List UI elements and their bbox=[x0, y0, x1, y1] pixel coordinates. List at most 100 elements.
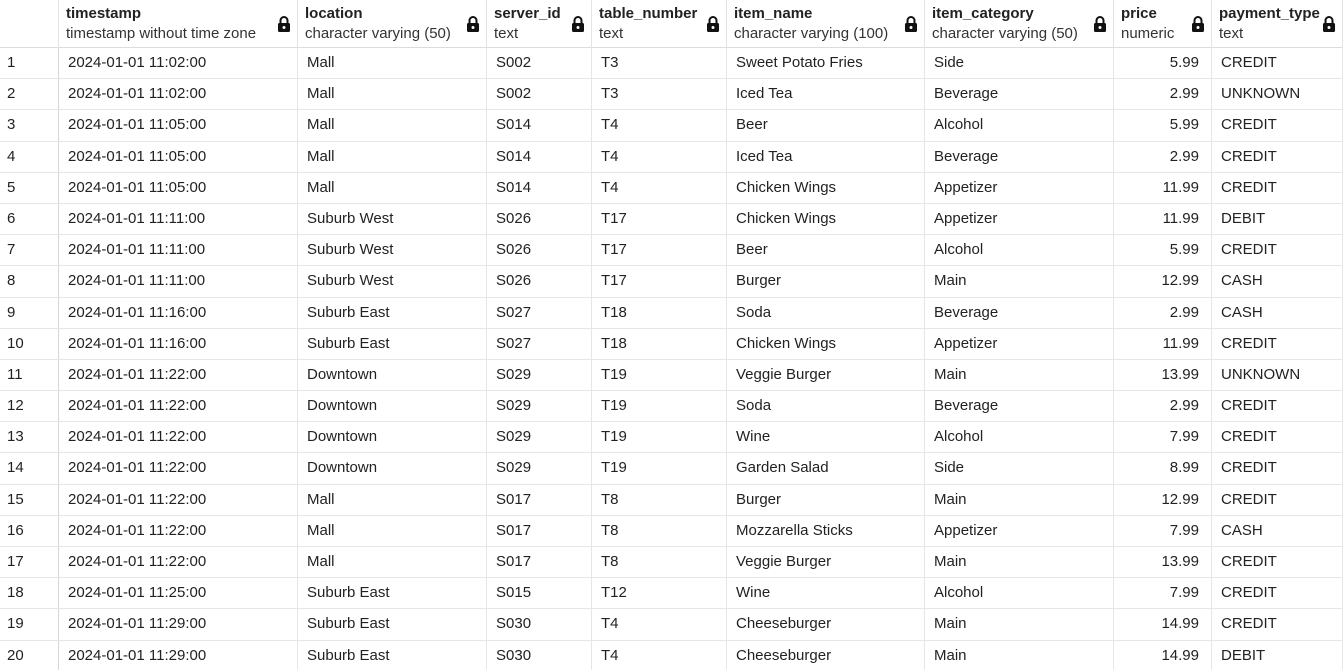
row-number-cell[interactable]: 12 bbox=[0, 391, 59, 422]
timestamp-cell[interactable]: 2024-01-01 11:02:00 bbox=[59, 79, 298, 110]
item-name-cell[interactable]: Sweet Potato Fries bbox=[727, 48, 925, 79]
location-cell[interactable]: Mall bbox=[298, 110, 487, 141]
timestamp-cell[interactable]: 2024-01-01 11:05:00 bbox=[59, 141, 298, 172]
table-row[interactable]: 12 2024-01-01 11:22:00 Downtown S029 T19 Soda… bbox=[0, 391, 1343, 423]
row-number-cell[interactable]: 1 bbox=[0, 48, 59, 79]
server-id-cell[interactable]: S014 bbox=[487, 172, 592, 203]
location-cell[interactable]: Downtown bbox=[298, 391, 487, 422]
table-row[interactable]: 1 2024-01-01 11:02:00 Mall S002 T3 Sweet Pota… bbox=[0, 48, 1343, 80]
table-row[interactable]: 5 2024-01-01 11:05:00 Mall S014 T4 Chicken Wi… bbox=[0, 172, 1343, 204]
table-row[interactable]: 9 2024-01-01 11:16:00 Suburb East S027 T18 So… bbox=[0, 297, 1343, 329]
server-id-cell[interactable]: S026 bbox=[487, 266, 592, 297]
table-number-cell[interactable]: T19 bbox=[592, 453, 727, 484]
timestamp-cell[interactable]: 2024-01-01 11:22:00 bbox=[59, 484, 298, 515]
location-cell[interactable]: Downtown bbox=[298, 453, 487, 484]
timestamp-cell[interactable]: 2024-01-01 11:22:00 bbox=[59, 453, 298, 484]
payment-type-cell[interactable]: CREDIT bbox=[1212, 547, 1343, 578]
server-id-cell[interactable]: S015 bbox=[487, 578, 592, 609]
payment-type-cell[interactable]: CREDIT bbox=[1212, 48, 1343, 79]
table-number-cell[interactable]: T12 bbox=[592, 578, 727, 609]
server-id-cell[interactable]: S017 bbox=[487, 484, 592, 515]
server-id-cell[interactable]: S026 bbox=[487, 203, 592, 235]
row-number-cell[interactable]: 8 bbox=[0, 266, 59, 297]
server-id-cell[interactable]: S029 bbox=[487, 359, 592, 391]
table-row[interactable]: 13 2024-01-01 11:22:00 Downtown S029 T19 Wine… bbox=[0, 422, 1343, 454]
row-number-cell[interactable]: 7 bbox=[0, 235, 59, 266]
item-name-cell[interactable]: Iced Tea bbox=[727, 79, 925, 110]
timestamp-cell[interactable]: 2024-01-01 11:22:00 bbox=[59, 422, 298, 453]
row-number-cell[interactable]: 10 bbox=[0, 328, 59, 359]
price-cell[interactable]: 12.99 bbox=[1114, 484, 1212, 515]
payment-type-cell[interactable]: CREDIT bbox=[1212, 609, 1343, 640]
item-name-cell[interactable]: Chicken Wings bbox=[727, 203, 925, 235]
server-id-cell[interactable]: S029 bbox=[487, 391, 592, 422]
table-number-cell[interactable]: T19 bbox=[592, 391, 727, 422]
row-number-cell[interactable]: 14 bbox=[0, 453, 59, 484]
price-cell[interactable]: 7.99 bbox=[1114, 422, 1212, 453]
timestamp-cell[interactable]: 2024-01-01 11:22:00 bbox=[59, 547, 298, 578]
table-number-cell[interactable]: T17 bbox=[592, 235, 727, 266]
column-header-payment-type[interactable]: payment_type text bbox=[1212, 0, 1343, 48]
location-cell[interactable]: Mall bbox=[298, 515, 487, 546]
location-cell[interactable]: Suburb West bbox=[298, 266, 487, 297]
price-cell[interactable]: 5.99 bbox=[1114, 110, 1212, 141]
item-name-cell[interactable]: Cheeseburger bbox=[727, 609, 925, 640]
item-category-cell[interactable]: Main bbox=[925, 359, 1114, 391]
row-number-cell[interactable]: 19 bbox=[0, 609, 59, 640]
server-id-cell[interactable]: S027 bbox=[487, 297, 592, 328]
price-cell[interactable]: 2.99 bbox=[1114, 297, 1212, 328]
timestamp-cell[interactable]: 2024-01-01 11:16:00 bbox=[59, 328, 298, 359]
timestamp-cell[interactable]: 2024-01-01 11:16:00 bbox=[59, 297, 298, 328]
location-cell[interactable]: Mall bbox=[298, 172, 487, 203]
server-id-cell[interactable]: S014 bbox=[487, 110, 592, 141]
price-cell[interactable]: 2.99 bbox=[1114, 141, 1212, 172]
timestamp-cell[interactable]: 2024-01-01 11:22:00 bbox=[59, 391, 298, 422]
column-header-location[interactable]: location character varying (50) bbox=[298, 0, 487, 48]
table-row[interactable]: 2 2024-01-01 11:02:00 Mall S002 T3 Iced Tea Be… bbox=[0, 79, 1343, 111]
server-id-cell[interactable]: S014 bbox=[487, 141, 592, 172]
item-category-cell[interactable]: Appetizer bbox=[925, 328, 1114, 359]
table-row[interactable]: 10 2024-01-01 11:16:00 Suburb East S027 T18 C… bbox=[0, 328, 1343, 360]
item-name-cell[interactable]: Mozzarella Sticks bbox=[727, 515, 925, 546]
timestamp-cell[interactable]: 2024-01-01 11:11:00 bbox=[59, 266, 298, 297]
price-cell[interactable]: 14.99 bbox=[1114, 640, 1212, 670]
item-category-cell[interactable]: Main bbox=[925, 484, 1114, 515]
table-number-cell[interactable]: T8 bbox=[592, 547, 727, 578]
location-cell[interactable]: Suburb East bbox=[298, 578, 487, 609]
item-name-cell[interactable]: Chicken Wings bbox=[727, 328, 925, 359]
location-cell[interactable]: Suburb East bbox=[298, 328, 487, 359]
table-row[interactable]: 8 2024-01-01 11:11:00 Suburb West S026 T17 Bu… bbox=[0, 266, 1343, 298]
payment-type-cell[interactable]: CREDIT bbox=[1212, 578, 1343, 609]
price-cell[interactable]: 11.99 bbox=[1114, 203, 1212, 235]
payment-type-cell[interactable]: CREDIT bbox=[1212, 453, 1343, 484]
location-cell[interactable]: Mall bbox=[298, 484, 487, 515]
item-category-cell[interactable]: Alcohol bbox=[925, 110, 1114, 141]
table-number-cell[interactable]: T17 bbox=[592, 203, 727, 235]
price-cell[interactable]: 7.99 bbox=[1114, 515, 1212, 546]
item-name-cell[interactable]: Burger bbox=[727, 266, 925, 297]
item-name-cell[interactable]: Soda bbox=[727, 391, 925, 422]
location-cell[interactable]: Suburb West bbox=[298, 203, 487, 235]
location-cell[interactable]: Suburb East bbox=[298, 609, 487, 640]
row-number-cell[interactable]: 3 bbox=[0, 110, 59, 141]
location-cell[interactable]: Mall bbox=[298, 547, 487, 578]
item-category-cell[interactable]: Alcohol bbox=[925, 235, 1114, 266]
row-number-cell[interactable]: 13 bbox=[0, 422, 59, 453]
table-row[interactable]: 19 2024-01-01 11:29:00 Suburb East S030 T4 Ch… bbox=[0, 609, 1343, 641]
payment-type-cell[interactable]: DEBIT bbox=[1212, 640, 1343, 670]
row-number-cell[interactable]: 9 bbox=[0, 297, 59, 328]
table-number-cell[interactable]: T4 bbox=[592, 141, 727, 172]
payment-type-cell[interactable]: CREDIT bbox=[1212, 141, 1343, 172]
timestamp-cell[interactable]: 2024-01-01 11:05:00 bbox=[59, 110, 298, 141]
item-name-cell[interactable]: Veggie Burger bbox=[727, 359, 925, 391]
table-row[interactable]: 17 2024-01-01 11:22:00 Mall S017 T8 Veggie Bu… bbox=[0, 547, 1343, 579]
column-header-table-number[interactable]: table_number text bbox=[592, 0, 727, 48]
table-number-cell[interactable]: T19 bbox=[592, 359, 727, 391]
row-number-cell[interactable]: 2 bbox=[0, 79, 59, 110]
item-category-cell[interactable]: Main bbox=[925, 609, 1114, 640]
item-name-cell[interactable]: Wine bbox=[727, 578, 925, 609]
timestamp-cell[interactable]: 2024-01-01 11:11:00 bbox=[59, 203, 298, 235]
timestamp-cell[interactable]: 2024-01-01 11:11:00 bbox=[59, 235, 298, 266]
location-cell[interactable]: Suburb East bbox=[298, 640, 487, 670]
item-name-cell[interactable]: Beer bbox=[727, 110, 925, 141]
